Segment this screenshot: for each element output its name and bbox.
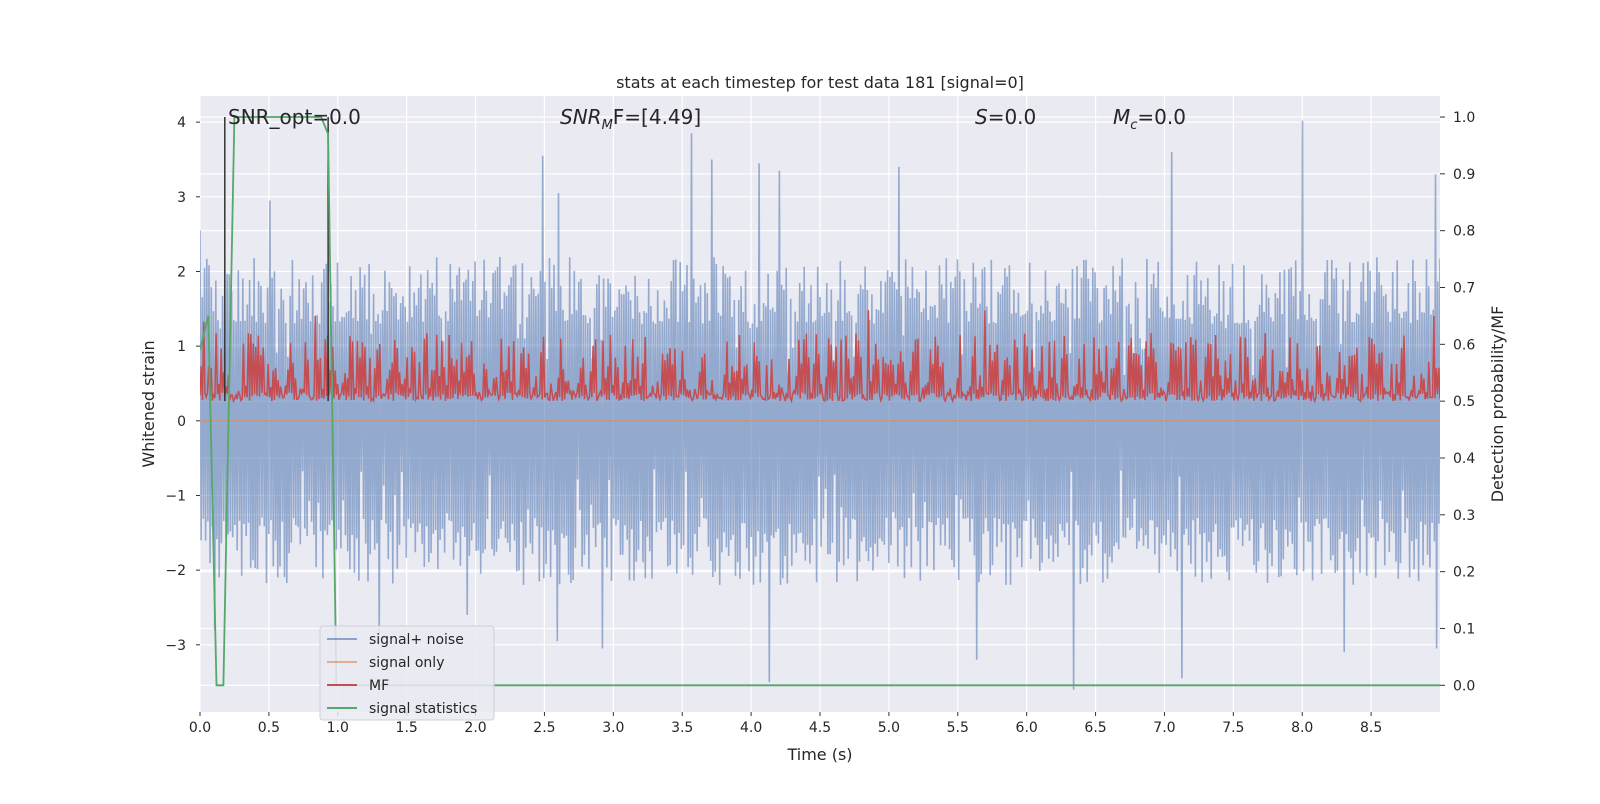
legend: signal+ noise signal only MF signal stat… (319, 625, 495, 721)
y-right-tick-label: 0.3 (1453, 508, 1475, 524)
series-mf-line (200, 310, 1440, 404)
y-tick-label: 0 (177, 414, 186, 430)
y-right-tick-label: 0.5 (1453, 394, 1475, 410)
x-tick-label: 7.0 (1153, 720, 1175, 736)
annotation-snr-opt: SNR_opt=0.0 (228, 105, 361, 129)
x-tick-label: 5.0 (878, 720, 900, 736)
x-tick-label: 3.0 (602, 720, 624, 736)
chart-title: stats at each timestep for test data 181… (616, 73, 1024, 92)
annotation-snr-mf-rest: F=[4.49] (613, 105, 701, 129)
x-tick-label: 5.5 (947, 720, 969, 736)
y-tick-label: 4 (177, 115, 186, 131)
annotation-snr-mf: SNRMF=[4.49] (560, 105, 701, 133)
x-tick-label: 7.5 (1222, 720, 1244, 736)
series-signal-noise-line (200, 120, 1440, 690)
x-tick-label: 4.0 (740, 720, 762, 736)
annotation-s-main: S (975, 105, 988, 129)
x-tick-label: 4.5 (809, 720, 831, 736)
y-right-tick-label: 0.7 (1453, 281, 1475, 297)
y-right-tick-label: 0.6 (1453, 337, 1475, 353)
annotation-snr-mf-sub: M (602, 118, 613, 133)
x-axis-label: Time (s) (786, 745, 852, 764)
x-tick-label: 8.5 (1360, 720, 1382, 736)
x-tick-label: 0.5 (258, 720, 280, 736)
y-right-tick-label: 0.8 (1453, 224, 1475, 240)
x-tick-label: 2.5 (533, 720, 555, 736)
annotation-s: S=0.0 (975, 105, 1036, 129)
legend-label-signal-statistics: signal statistics (369, 701, 477, 717)
legend-label-signal-only: signal only (369, 655, 444, 671)
legend-box (319, 625, 495, 721)
x-tick-label: 3.5 (671, 720, 693, 736)
annotation-mc: Mc=0.0 (1113, 105, 1186, 133)
y-right-tick-label: 0.9 (1453, 167, 1475, 183)
y-tick-label: −3 (165, 638, 186, 654)
x-tick-label: 6.5 (1084, 720, 1106, 736)
y-axis-label-right: Detection probability/MF (1488, 306, 1507, 503)
annotation-mc-rest: =0.0 (1137, 105, 1186, 129)
y-tick-label: −2 (165, 563, 186, 579)
x-tick-label: 8.0 (1291, 720, 1313, 736)
y-right-tick-label: 0.1 (1453, 621, 1475, 637)
y-right-tick-label: 0.0 (1453, 678, 1475, 694)
legend-label-mf: MF (369, 678, 389, 694)
y-axis-label-left: Whitened strain (139, 340, 158, 467)
y-tick-label: 1 (177, 339, 186, 355)
y-right-tick-label: 0.4 (1453, 451, 1475, 467)
y-tick-label: −1 (165, 488, 186, 504)
x-tick-label: 1.5 (396, 720, 418, 736)
x-tick-label: 6.0 (1016, 720, 1038, 736)
x-tick-label: 2.0 (464, 720, 486, 736)
y-right-tick-label: 1.0 (1453, 110, 1475, 126)
x-tick-label: 1.0 (327, 720, 349, 736)
y-right-tick-label: 0.2 (1453, 565, 1475, 581)
annotation-s-rest: =0.0 (988, 105, 1037, 129)
axes-layer: 0.0 0.5 1.0 1.5 2.0 2.5 3.0 3.5 4.0 4.5 5.0 5.5 6.0 6… (165, 110, 1475, 736)
y-tick-label: 3 (177, 190, 186, 206)
annotation-mc-sub: c (1130, 118, 1137, 133)
annotation-snr-mf-main: SNR (560, 105, 602, 129)
annotation-mc-main: M (1113, 105, 1130, 129)
x-tick-label: 0.0 (189, 720, 211, 736)
legend-label-signal-noise: signal+ noise (369, 632, 464, 648)
y-tick-label: 2 (177, 264, 186, 280)
